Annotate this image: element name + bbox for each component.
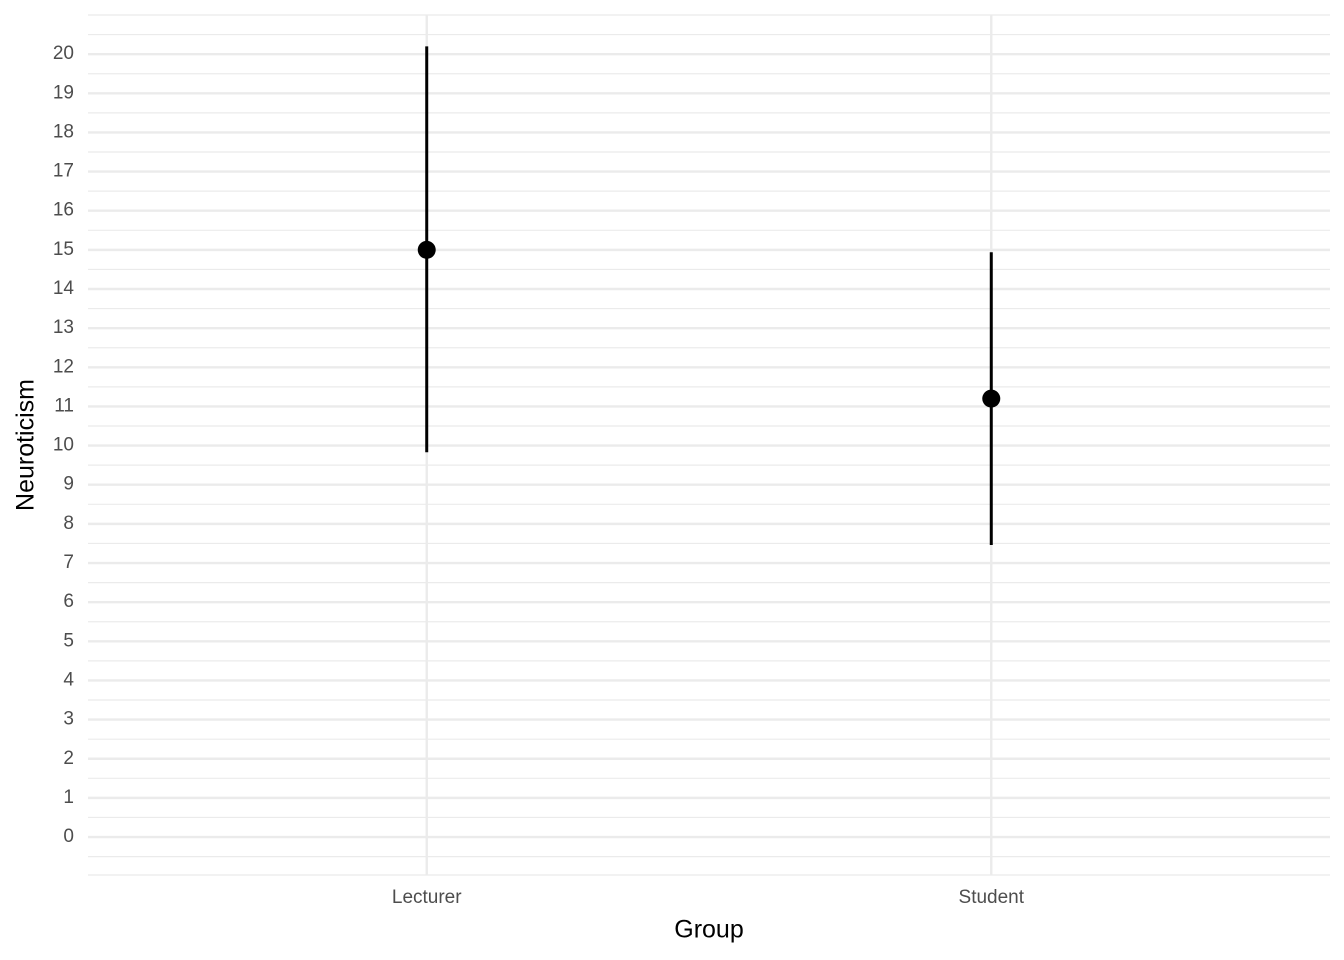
y-tick-label: 10: [53, 435, 74, 456]
y-tick-label: 8: [63, 513, 74, 534]
y-tick-label: 9: [63, 474, 74, 495]
y-tick-label: 20: [53, 43, 74, 64]
y-tick-label: 15: [53, 239, 74, 260]
y-tick-label: 3: [63, 709, 74, 730]
y-tick-label: 16: [53, 200, 74, 221]
y-tick-label: 18: [53, 121, 74, 142]
point: [982, 389, 1001, 408]
x-tick-label: Lecturer: [392, 887, 462, 908]
y-tick-label: 12: [53, 356, 74, 377]
y-tick-label: 1: [63, 787, 74, 808]
y-tick-label: 4: [63, 669, 74, 690]
y-tick-label: 11: [54, 395, 74, 416]
y-axis-title: Neuroticism: [12, 379, 40, 511]
y-tick-label: 7: [63, 552, 74, 573]
y-tick-label: 6: [63, 591, 74, 612]
y-tick-label: 19: [53, 82, 74, 103]
y-tick-label: 2: [63, 748, 74, 769]
y-tick-label: 13: [53, 317, 74, 338]
y-tick-label: 5: [63, 630, 74, 651]
y-tick-label: 0: [63, 826, 74, 847]
y-tick-label: 14: [53, 278, 75, 299]
point: [417, 240, 436, 259]
y-tick-label: 17: [53, 161, 74, 182]
x-axis-title: Group: [674, 916, 743, 944]
x-tick-label: Student: [959, 887, 1025, 908]
